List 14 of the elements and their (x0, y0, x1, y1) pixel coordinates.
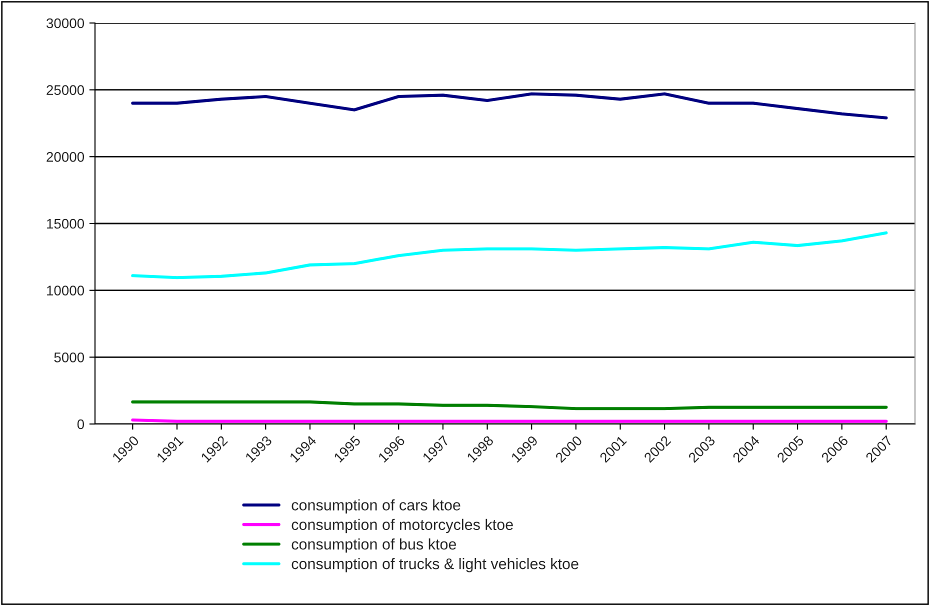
legend-label: consumption of bus ktoe (292, 538, 456, 553)
y-tick-label: 15000 (47, 218, 84, 229)
y-tick-label: 5000 (54, 352, 84, 362)
y-tick-label: 0 (77, 419, 84, 430)
legend-label: consumption of cars ktoe (292, 499, 460, 514)
legend-label: consumption of trucks & light vehicles ktoe (292, 558, 578, 572)
y-tick-label: 20000 (46, 152, 84, 162)
y-tick-label: 30000 (46, 18, 84, 28)
y-tick-label: 25000 (46, 85, 84, 96)
line-series (131, 400, 888, 410)
line-series (131, 92, 888, 120)
legend-label: consumption of motorcycles ktoe (292, 518, 513, 534)
y-tick-label: 10000 (47, 286, 84, 296)
line-series (131, 231, 888, 280)
